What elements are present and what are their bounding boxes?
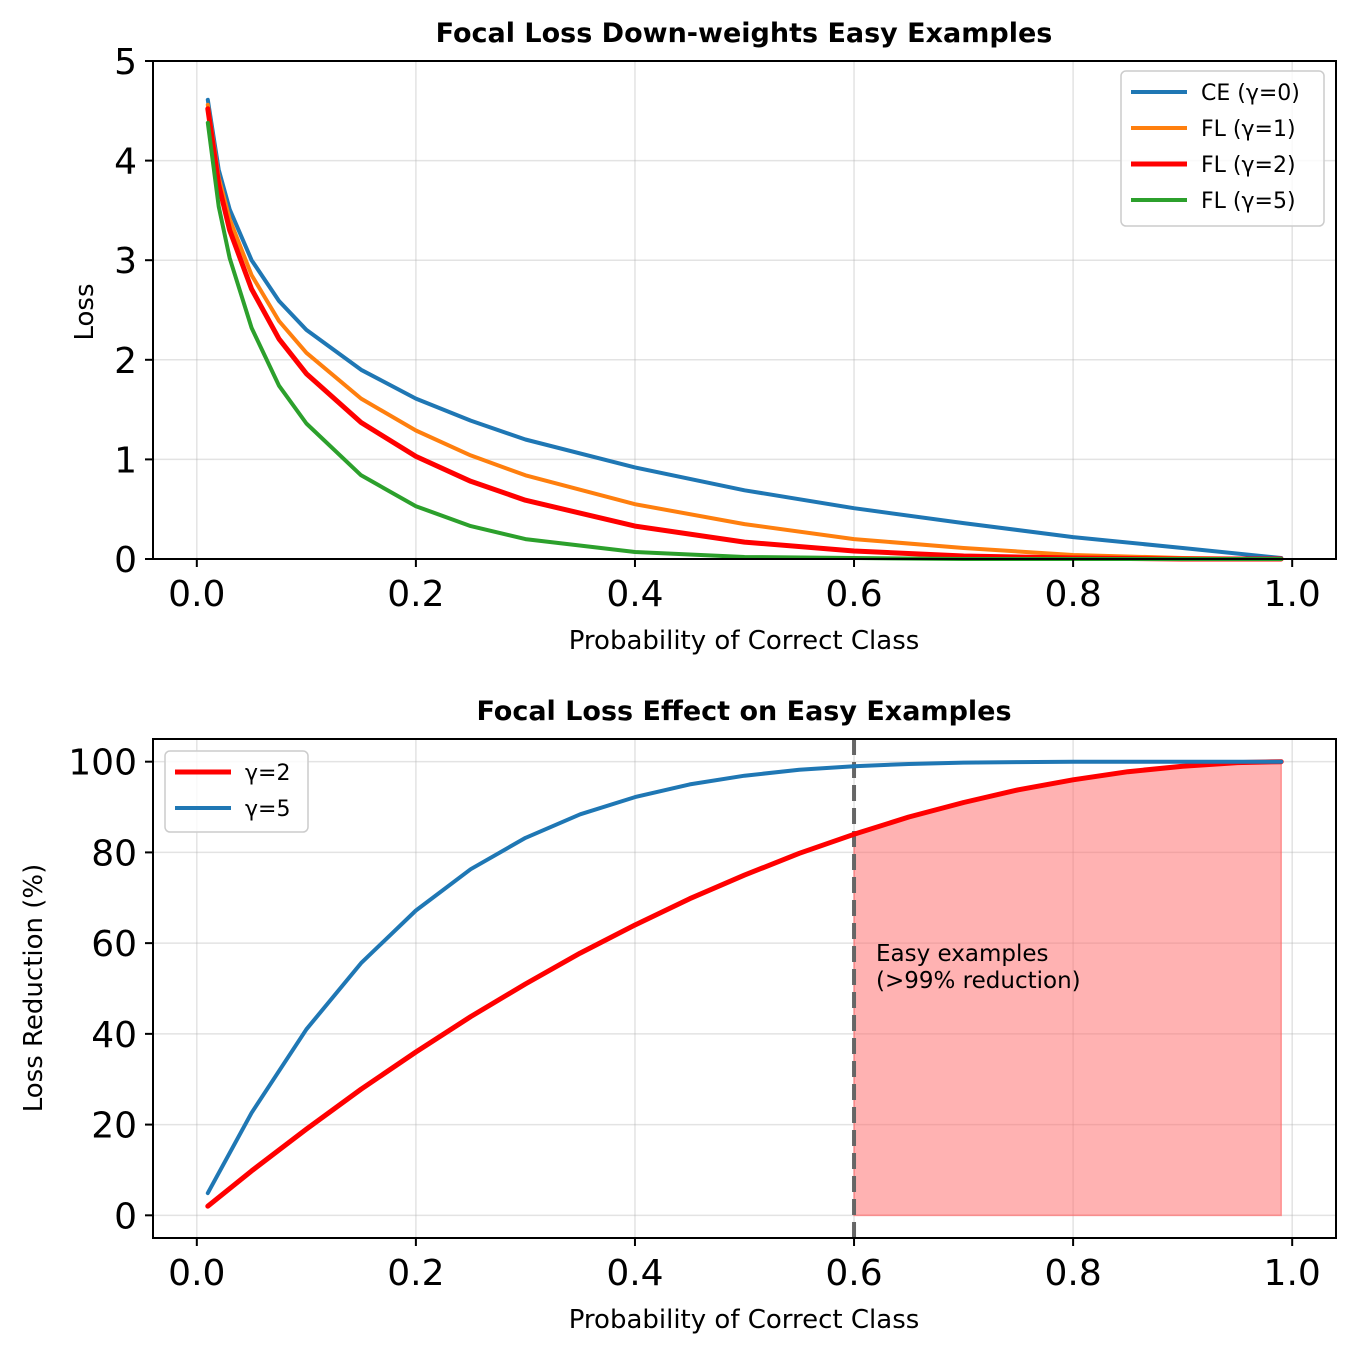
legend-box	[1120, 70, 1325, 227]
series-line	[205, 102, 1284, 561]
x-tick-label: 0.8	[1044, 574, 1101, 615]
x-tick-label: 1.0	[1264, 574, 1321, 615]
legend-label: γ=5	[245, 797, 290, 822]
reduction-chart-x-label: Probability of Correct Class	[569, 1305, 920, 1335]
reduction-chart-y-label: Loss Reduction (%)	[19, 864, 49, 1113]
x-tick-label: 0.6	[825, 1253, 882, 1294]
y-tick-label: 100	[68, 743, 137, 784]
series-line	[205, 759, 1284, 1196]
y-tick-label: 3	[114, 241, 137, 282]
legend-label: FL (γ=2)	[1201, 153, 1296, 178]
loss-chart-y-ticks: 0 1 2 3 4 5	[114, 42, 153, 581]
reduction-chart: Focal Loss Effect on Easy Examples 0.0 0.…	[19, 696, 1337, 1335]
loss-chart: Focal Loss Down-weights Easy Examples 0.…	[70, 18, 1337, 656]
y-tick-label: 80	[91, 833, 137, 874]
y-tick-label: 60	[91, 924, 137, 965]
y-tick-label: 5	[114, 42, 137, 83]
y-tick-label: 0	[114, 540, 137, 581]
reduction-chart-x-ticks: 0.0 0.2 0.4 0.6 0.8 1.0	[168, 1238, 1321, 1294]
reduction-chart-frame	[152, 738, 1337, 1239]
x-tick-label: 0.8	[1044, 1253, 1101, 1294]
x-tick-label: 1.0	[1264, 1253, 1321, 1294]
y-tick-label: 1	[114, 440, 137, 481]
x-tick-label: 0.2	[387, 1253, 444, 1294]
reduction-chart-legend: γ=2γ=5	[164, 750, 309, 833]
annotation-line-1: Easy examples	[876, 941, 1049, 967]
x-tick-label: 0.4	[606, 574, 663, 615]
reduction-chart-series	[205, 759, 1284, 1209]
y-tick-label: 4	[114, 142, 137, 183]
reduction-chart-title: Focal Loss Effect on Easy Examples	[476, 696, 1011, 727]
series-line	[205, 759, 1284, 1209]
loss-chart-x-label: Probability of Correct Class	[569, 626, 920, 656]
x-tick-label: 0.0	[168, 1253, 225, 1294]
annotation-line-2: (>99% reduction)	[876, 968, 1081, 994]
legend-label: FL (γ=5)	[1201, 189, 1296, 214]
x-tick-label: 0.6	[825, 574, 882, 615]
loss-chart-series	[205, 97, 1284, 562]
loss-chart-legend: CE (γ=0) FL (γ=1) FL (γ=2) FL (γ=5)	[1120, 70, 1325, 227]
x-tick-label: 0.0	[168, 574, 225, 615]
y-tick-label: 2	[114, 341, 137, 382]
series-line	[205, 97, 1284, 560]
legend-label: γ=2	[245, 761, 290, 786]
y-tick-label: 20	[91, 1106, 137, 1147]
legend-label: FL (γ=1)	[1201, 117, 1296, 142]
loss-chart-title: Focal Loss Down-weights Easy Examples	[436, 18, 1053, 49]
series-line	[205, 106, 1284, 562]
series-line	[205, 120, 1284, 561]
x-tick-label: 0.2	[387, 574, 444, 615]
reduction-chart-y-ticks: 0 20 40 60 80 100	[68, 743, 153, 1237]
loss-chart-y-label: Loss	[70, 283, 100, 340]
legend-label: CE (γ=0)	[1201, 81, 1300, 106]
loss-chart-x-ticks: 0.0 0.2 0.4 0.6 0.8 1.0	[168, 559, 1321, 615]
y-tick-label: 0	[114, 1196, 137, 1237]
x-tick-label: 0.4	[606, 1253, 663, 1294]
loss-chart-frame	[152, 60, 1337, 560]
y-tick-label: 40	[91, 1015, 137, 1056]
